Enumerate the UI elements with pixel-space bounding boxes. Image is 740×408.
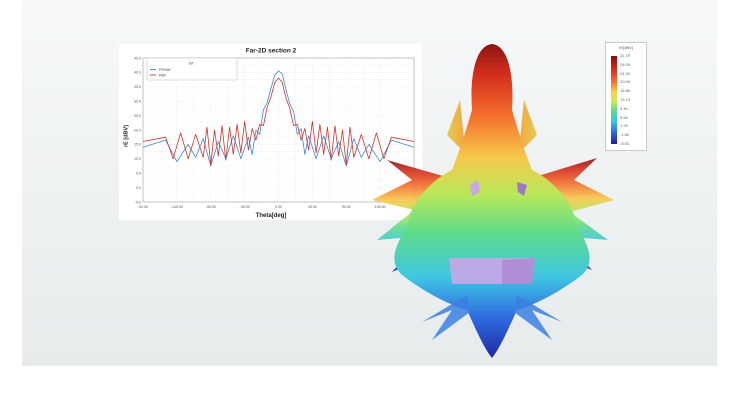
far-field-2d-chart: Far-2D section 2 -90.00 -135.00 -90.00 -45.… [119, 44, 422, 220]
colorbar-legend: rE[dBV] 31.79 28.06 24.33 20.59 16.86 13.13 9.… [605, 42, 647, 151]
x-tick-label: -135.00 [171, 205, 183, 209]
y-tick-label: 40.0 [134, 71, 141, 75]
colorbar-gradient [611, 56, 617, 144]
chart-title: Far-2D section 2 [246, 48, 297, 55]
series-line-ffrak [142, 70, 415, 167]
x-axis-label: Theta[deg] [256, 213, 287, 219]
colorbar-label: -1.80 [620, 132, 630, 138]
colorbar-label: 13.13 [620, 97, 631, 102]
canvas-area: Far-2D section 2 -90.00 -135.00 -90.00 -45.… [22, 0, 717, 366]
colorbar-label: 16.86 [620, 88, 631, 94]
legend-title: Eff [189, 62, 193, 66]
lower-lobe-right [514, 295, 562, 340]
x-tick-label: 0.00 [275, 205, 282, 209]
chart-svg: Far-2D section 2 -90.00 -135.00 -90.00 -45.… [124, 48, 420, 220]
colorbar-label: 28.06 [620, 61, 631, 67]
colorbar-label: 5.66 [620, 114, 628, 120]
x-tick-label: 45.00 [308, 205, 317, 209]
colorbar-title: rE[dBV] [619, 45, 633, 50]
x-tick-label: -45.00 [240, 205, 250, 209]
y-tick-label: 20.0 [134, 128, 141, 132]
colorbar-label: 1.93 [620, 123, 628, 129]
y-tick-label: 5.0 [136, 172, 141, 176]
pattern-patch-left [470, 180, 480, 196]
colorbar-label: 20.59 [620, 79, 631, 85]
lower-lobe-left [422, 295, 470, 340]
colorbar-label: 24.33 [620, 70, 631, 76]
3d-radiation-pattern [372, 44, 614, 358]
y-axis-label: rE [dBV] [124, 125, 130, 147]
x-tick-label: -90.00 [138, 205, 148, 209]
colorbar-label: 31.79 [620, 53, 631, 58]
y-tick-label: 30.0 [134, 100, 141, 104]
legend-label-ref: REF [159, 73, 167, 77]
pattern-band-shade [502, 258, 535, 284]
y-tick-label: 0.0 [136, 186, 141, 190]
legend-box [146, 57, 238, 81]
legend: Eff FFRAK REF [146, 57, 238, 81]
pattern-body [394, 44, 590, 358]
x-tick-label: -90.00 [206, 205, 216, 209]
x-tick-label: 90.00 [342, 205, 351, 209]
y-tick-label: -5.0 [135, 200, 141, 204]
series-lines [142, 70, 415, 167]
y-tick-labels: 45.0 40.0 35.0 30.0 25.0 20.0 15.0 10.0 5.0 0.0 -5… [134, 56, 141, 204]
y-tick-label: 15.0 [134, 143, 141, 147]
y-tick-label: 25.0 [134, 114, 141, 118]
y-tick-label: 35.0 [134, 85, 141, 89]
x-tick-label: 135.00 [375, 205, 386, 209]
pattern-patch-right [517, 182, 527, 196]
y-tick-label: 45.0 [134, 56, 141, 60]
colorbar-label: 9.40 [620, 105, 628, 111]
y-tick-label: 10.0 [134, 157, 141, 161]
colorbar-label: -5.53 [620, 141, 630, 146]
legend-label-ffrak: FFRAK [159, 68, 171, 72]
series-line-ref [142, 77, 415, 165]
